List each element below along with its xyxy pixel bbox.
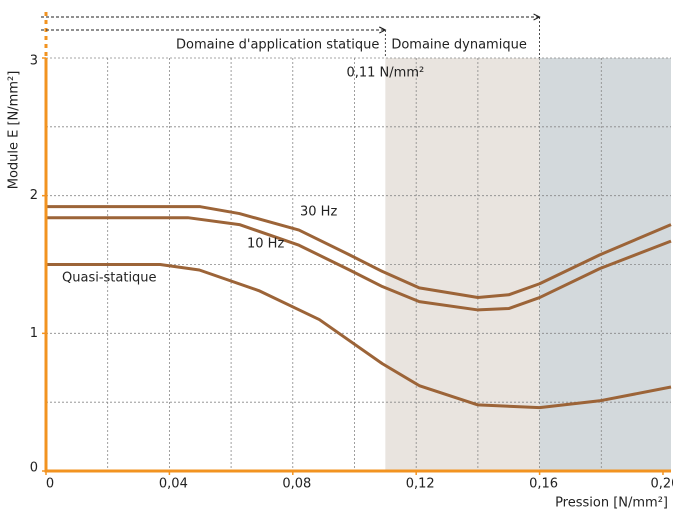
x-tick-label: 0,12 — [406, 477, 435, 492]
threshold-label: 0,11 N/mm² — [346, 66, 424, 81]
x-tick-label: 0,08 — [282, 477, 311, 492]
static-label: Domaine d'application statique — [176, 38, 379, 53]
series-label: Quasi-statique — [62, 271, 157, 286]
dynamic-label: Domaine dynamique — [391, 38, 527, 53]
y-tick-label: 3 — [30, 54, 38, 69]
y-axis-label: Module E [N/mm²] — [7, 71, 22, 190]
x-tick-label: 0,16 — [529, 477, 558, 492]
line — [46, 263, 672, 410]
series-label: 30 Hz — [300, 205, 337, 220]
line — [46, 216, 672, 312]
line — [46, 205, 672, 300]
y-tick-label: 1 — [30, 326, 38, 341]
x-tick-label: 0 — [46, 477, 54, 492]
x-axis-label: Pression [N/mm²] — [555, 496, 668, 511]
series-label: 10 Hz — [247, 237, 284, 252]
region — [539, 58, 671, 471]
x-tick-label: 0,04 — [159, 477, 188, 492]
y-tick-label: 2 — [30, 188, 38, 203]
y-tick-label: 0 — [30, 461, 38, 476]
x-tick-label: 0,20 — [651, 477, 673, 492]
